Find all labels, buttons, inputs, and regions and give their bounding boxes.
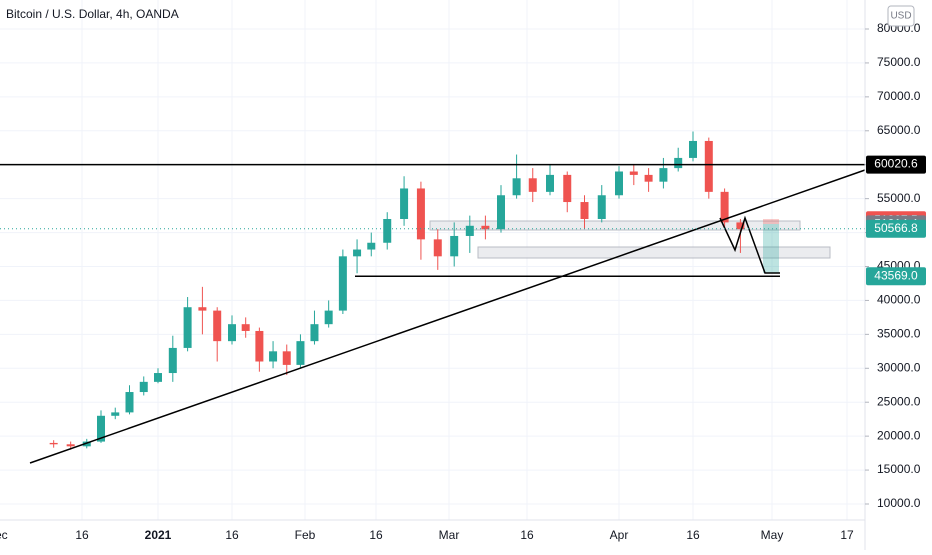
candle-body — [111, 412, 120, 416]
candle-body — [296, 341, 305, 365]
y-tick-label: 25000.0 — [877, 394, 921, 408]
y-tick-label: 30000.0 — [877, 360, 921, 374]
x-tick-label: 16 — [225, 528, 239, 542]
chart-title: Bitcoin / U.S. Dollar, 4h, OANDA — [6, 7, 179, 21]
y-tick-label: 10000.0 — [877, 496, 921, 510]
zone-box — [477, 246, 831, 259]
x-tick-label: May — [761, 528, 784, 542]
candle-body — [512, 178, 521, 196]
candle-body — [183, 307, 192, 348]
candle-body — [629, 171, 638, 175]
candle-body — [139, 381, 148, 393]
candle-body — [563, 174, 572, 203]
price-tag-label: 43569.0 — [874, 268, 918, 282]
price-tag — [866, 267, 926, 286]
candle-body — [465, 225, 474, 236]
candles — [49, 131, 745, 450]
candle-body — [481, 225, 490, 230]
y-tick-label: 70000.0 — [877, 89, 921, 103]
candle-body — [497, 195, 505, 230]
y-tick-label: 15000.0 — [877, 462, 921, 476]
candle-body — [269, 351, 278, 362]
candle-body — [198, 307, 207, 311]
candle-body — [66, 444, 75, 447]
x-tick-label: 16 — [686, 528, 700, 542]
candle-body — [528, 178, 537, 192]
zone-box — [429, 220, 801, 231]
y-tick-label: 55000.0 — [877, 191, 921, 205]
price-tag — [866, 155, 926, 174]
x-tick-label: Feb — [295, 528, 316, 542]
x-tick-label: 2021 — [145, 528, 172, 542]
candle-body — [615, 171, 623, 196]
candle-body — [310, 324, 319, 342]
candle-body — [659, 168, 668, 182]
candle-body — [433, 239, 442, 257]
candle-body — [154, 373, 162, 382]
y-tick-label: 35000.0 — [877, 327, 921, 341]
candle-body — [580, 202, 589, 220]
x-tick-label: Dec — [0, 528, 8, 542]
candle-body — [241, 324, 250, 331]
candle-body — [704, 140, 713, 192]
candle-body — [416, 188, 425, 240]
candle-body — [338, 256, 347, 311]
y-tick-label: 20000.0 — [877, 428, 921, 442]
candle-body — [674, 157, 683, 169]
candle-body — [720, 191, 729, 223]
position-stop — [763, 219, 779, 224]
candle-body — [282, 351, 291, 365]
candle-body — [450, 235, 459, 257]
currency-box[interactable] — [887, 5, 915, 27]
candle-body — [383, 219, 392, 243]
currency-label: USD — [890, 11, 911, 22]
candle-body — [228, 324, 236, 342]
projection-path — [719, 215, 780, 274]
candle-body — [168, 347, 177, 374]
candle-body — [49, 442, 58, 445]
axes: 10000.0 15000.0 20000.0 25000.0 30000.0 35000… — [0, 21, 926, 542]
candle-body — [125, 392, 134, 413]
price-tag-label: 50566.8 — [874, 221, 918, 235]
y-tick-label: 75000.0 — [877, 55, 921, 69]
candle-body — [546, 174, 554, 192]
x-tick-label: Apr — [610, 528, 629, 542]
y-tick-label: 40000.0 — [877, 293, 921, 307]
candle-body — [367, 242, 376, 250]
candle-body — [644, 174, 653, 182]
candle-body — [255, 330, 264, 362]
candle-body — [597, 195, 606, 220]
x-tick-label: 16 — [520, 528, 534, 542]
price-tag-label: 60020.6 — [874, 157, 918, 171]
trend-line — [29, 169, 866, 464]
candle-body — [324, 310, 333, 325]
candle-body — [353, 249, 362, 257]
candle-body — [400, 188, 409, 220]
levels — [0, 163, 865, 277]
price-tag — [866, 219, 926, 238]
candle-body — [689, 140, 697, 158]
x-tick-label: Mar — [439, 528, 460, 542]
x-tick-label: 16 — [369, 528, 383, 542]
y-tick-label: 65000.0 — [877, 123, 921, 137]
candle-body — [213, 310, 222, 342]
candle-body — [82, 441, 91, 447]
position-target — [763, 224, 779, 273]
candle-body — [736, 222, 745, 230]
candle-body — [97, 415, 105, 442]
x-tick-label: 16 — [75, 528, 89, 542]
x-tick-label: 17 — [840, 528, 854, 542]
